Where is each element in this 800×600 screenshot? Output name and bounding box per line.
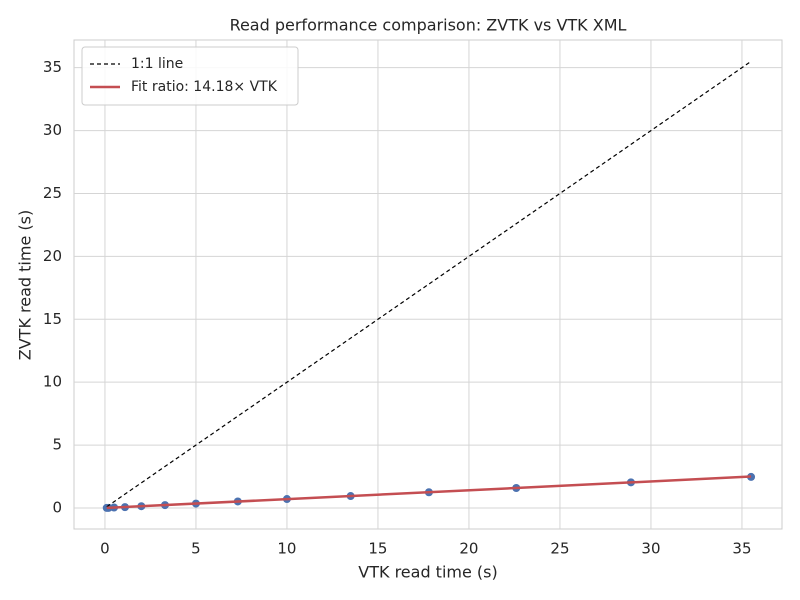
x-tick-label: 0 xyxy=(100,540,110,558)
x-tick-label: 30 xyxy=(641,540,660,558)
legend-label: 1:1 line xyxy=(131,56,183,72)
line xyxy=(106,60,752,508)
y-axis-label: ZVTK read time (s) xyxy=(16,210,35,360)
x-tick-label: 35 xyxy=(732,540,751,558)
y-tick-label: 35 xyxy=(43,58,62,76)
chart-title: Read performance comparison: ZVTK vs VTK… xyxy=(230,16,627,35)
y-tick-label: 0 xyxy=(52,498,62,516)
legend: 1:1 line Fit ratio: 14.18× VTK xyxy=(81,46,299,106)
y-tick-label: 30 xyxy=(43,121,62,139)
y-tick-label: 25 xyxy=(43,184,62,202)
y-tick-label: 20 xyxy=(43,247,62,265)
y-tick-label: 10 xyxy=(43,373,62,391)
x-axis-label: VTK read time (s) xyxy=(358,563,497,582)
plot-area xyxy=(73,39,783,530)
y-tick-label: 15 xyxy=(43,310,62,328)
x-tick-label: 10 xyxy=(277,540,296,558)
x-tick-label: 5 xyxy=(191,540,201,558)
x-tick-label: 15 xyxy=(368,540,387,558)
y-tick-label: 5 xyxy=(52,436,62,454)
line xyxy=(106,475,752,510)
x-tick-label: 20 xyxy=(459,540,478,558)
x-tick-label: 25 xyxy=(550,540,569,558)
legend-label: Fit ratio: 14.18× VTK xyxy=(131,79,278,95)
legend-box xyxy=(81,46,299,106)
